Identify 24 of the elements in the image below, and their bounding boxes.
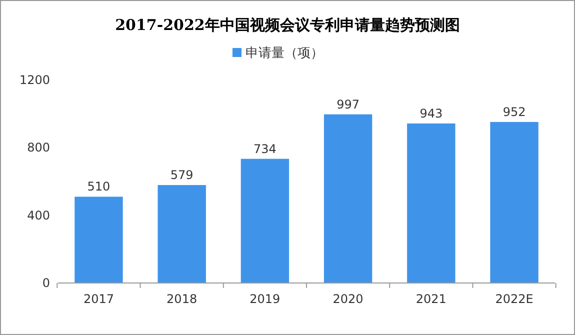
y-tick-label: 400 — [27, 208, 50, 222]
x-tick-label: 2021 — [416, 292, 446, 306]
y-tick-label: 1200 — [19, 73, 50, 87]
data-label: 952 — [502, 104, 526, 119]
data-label: 510 — [87, 180, 110, 194]
bar — [490, 122, 538, 283]
bar — [158, 185, 206, 283]
data-label: 943 — [420, 106, 443, 120]
data-label: 579 — [170, 168, 194, 182]
data-label: 734 — [253, 142, 276, 156]
x-tick-label: 2022E — [495, 292, 534, 306]
y-tick-label: 800 — [27, 140, 50, 155]
x-tick-label: 2020 — [332, 292, 364, 306]
y-tick-label: 0 — [42, 276, 50, 290]
legend-label: 申请量（项） — [246, 46, 324, 61]
bar — [240, 158, 290, 283]
chart-title: 2017-2022年中国视频会议专利申请量趋势预测图 — [115, 16, 460, 34]
x-tick-label: 2018 — [166, 292, 198, 306]
bar — [74, 196, 123, 283]
x-tick-label: 2019 — [250, 292, 280, 306]
data-label: 997 — [336, 97, 360, 112]
bar — [324, 114, 372, 283]
bar — [407, 123, 456, 283]
x-tick-label: 2017 — [83, 292, 114, 306]
